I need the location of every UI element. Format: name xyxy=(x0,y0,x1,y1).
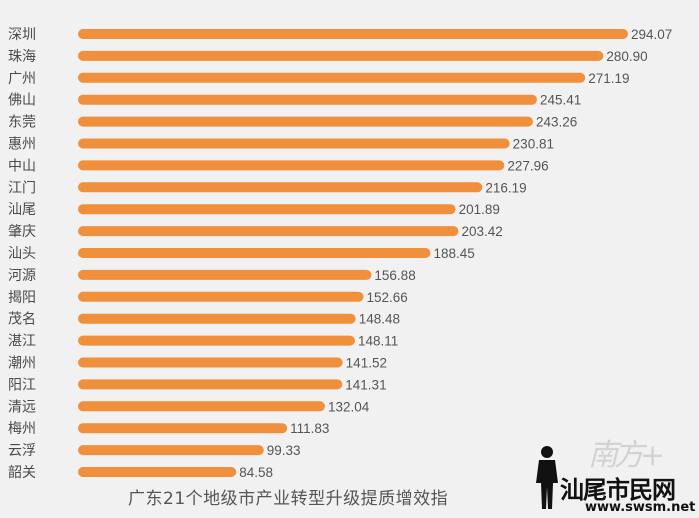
person-silhouette-icon xyxy=(536,446,558,509)
category-label: 湛江 xyxy=(8,334,36,350)
category-label: 清远 xyxy=(8,399,36,415)
category-label: 云浮 xyxy=(8,443,36,459)
bar xyxy=(78,357,343,368)
bar xyxy=(78,379,343,390)
bar xyxy=(78,401,325,412)
category-label: 汕头 xyxy=(8,246,36,262)
value-label: 141.52 xyxy=(346,356,387,371)
watermark-brush-text: 南方+ xyxy=(588,438,665,473)
bar xyxy=(78,138,510,149)
value-label: 188.45 xyxy=(433,246,474,261)
value-label: 132.04 xyxy=(328,399,370,414)
category-label: 中山 xyxy=(8,158,36,174)
category-label: 深圳 xyxy=(8,27,36,43)
category-label: 阳江 xyxy=(8,377,36,393)
category-label: 揭阳 xyxy=(8,290,36,306)
bar xyxy=(78,335,356,346)
chart-title: 广东21个地级市产业转型升级提质增效指 xyxy=(128,489,449,509)
value-label: 294.07 xyxy=(631,27,672,42)
category-label: 河源 xyxy=(8,268,36,284)
bar xyxy=(78,160,505,171)
bar xyxy=(78,423,288,434)
bar xyxy=(78,269,372,280)
value-label: 230.81 xyxy=(513,137,554,152)
category-label: 潮州 xyxy=(8,356,36,372)
bar xyxy=(78,116,533,127)
category-label: 珠海 xyxy=(8,49,36,65)
value-label: 245.41 xyxy=(540,93,581,108)
bar xyxy=(78,29,628,39)
bar xyxy=(78,72,586,83)
category-label: 江门 xyxy=(8,180,36,196)
bar-chart: 深圳 294.07 珠海 280.90 广州 271.19 佛山 245.41 东莞 243.26… xyxy=(8,27,672,481)
value-label: 156.88 xyxy=(374,268,415,283)
value-label: 141.31 xyxy=(345,377,386,392)
category-label: 梅州 xyxy=(8,421,36,437)
value-label: 111.83 xyxy=(290,421,329,436)
category-label: 汕尾 xyxy=(8,202,36,218)
bar xyxy=(78,291,364,302)
value-label: 201.89 xyxy=(459,202,500,217)
value-label: 280.90 xyxy=(606,49,647,64)
bar xyxy=(78,445,264,456)
bar xyxy=(78,467,237,477)
value-label: 148.48 xyxy=(359,312,400,327)
value-label: 148.11 xyxy=(358,334,398,349)
category-label: 佛山 xyxy=(8,93,36,109)
bar xyxy=(78,313,356,324)
value-label: 243.26 xyxy=(536,115,577,130)
value-label: 271.19 xyxy=(588,71,629,86)
category-label: 肇庆 xyxy=(8,224,36,240)
value-label: 152.66 xyxy=(367,290,408,305)
bar xyxy=(78,248,431,258)
value-label: 216.19 xyxy=(485,180,526,195)
watermark-site-name: 汕尾市民网 xyxy=(560,475,676,504)
watermark-site-url: www.swsm.net xyxy=(585,500,696,515)
category-label: 东莞 xyxy=(8,115,36,131)
bar xyxy=(78,226,459,237)
bar xyxy=(78,50,604,61)
bar xyxy=(78,204,456,215)
category-label: 茂名 xyxy=(8,311,36,328)
value-label: 99.33 xyxy=(267,443,301,458)
category-label: 广州 xyxy=(8,71,36,87)
category-label: 惠州 xyxy=(8,137,36,153)
bar xyxy=(78,182,483,193)
value-label: 203.42 xyxy=(461,224,502,239)
category-label: 韶关 xyxy=(8,465,36,481)
value-label: 227.96 xyxy=(507,158,548,173)
value-label: 84.58 xyxy=(239,465,273,480)
bar xyxy=(78,94,537,105)
